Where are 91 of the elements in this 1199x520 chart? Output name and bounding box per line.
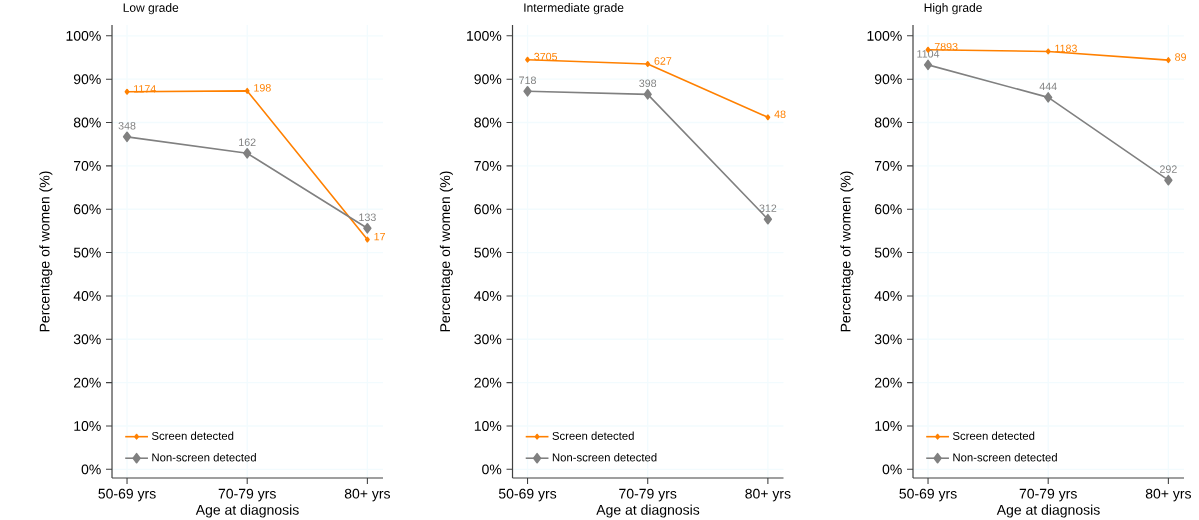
y-tick-label: 40% — [73, 290, 101, 301]
y-tick-label: 40% — [474, 290, 502, 301]
chart-title: Low grade — [123, 3, 179, 15]
y-tick-label: 30% — [474, 334, 502, 345]
y-tick-label: 90% — [474, 74, 502, 85]
point — [645, 61, 651, 68]
point — [363, 222, 372, 234]
annotation: 627 — [654, 57, 672, 65]
point — [1044, 92, 1053, 103]
y-axis-title: Percentage of women (%) — [840, 171, 854, 332]
y-tick-label: 0% — [482, 464, 502, 475]
y-tick-label: 10% — [474, 421, 502, 431]
y-tick-label: 50% — [874, 247, 902, 258]
y-tick-label: 10% — [875, 421, 902, 431]
y-tick-label: 90% — [874, 74, 902, 85]
y-tick-label: 100% — [867, 30, 902, 41]
y-tick-label: 100% — [467, 30, 502, 41]
y-tick-label: 50% — [73, 247, 101, 258]
point — [122, 131, 132, 143]
legend-label: Screen detected — [151, 431, 234, 440]
y-tick-label: 50% — [474, 247, 502, 258]
y-tick-label: 60% — [474, 204, 502, 215]
x-tick-label: 80+ yrs — [745, 488, 791, 502]
point — [525, 56, 530, 63]
x-tick-label: 80+ yrs — [344, 488, 390, 502]
point — [243, 148, 252, 159]
y-tick-label: 90% — [73, 74, 101, 85]
y-tick-label: 20% — [874, 377, 902, 388]
legend-label: Screen detected — [952, 431, 1035, 440]
y-tick-label: 80% — [73, 117, 101, 128]
point — [523, 86, 532, 97]
y-tick-label: 0% — [882, 464, 902, 475]
annotation: 718 — [519, 76, 536, 85]
annotation: 89 — [1175, 53, 1186, 61]
annotation: 444 — [1039, 82, 1057, 91]
y-tick-label: 0% — [81, 464, 101, 475]
y-tick-label: 20% — [73, 377, 101, 388]
y-tick-label: 70% — [874, 160, 902, 171]
point — [1045, 48, 1051, 55]
y-tick-label: 40% — [874, 290, 902, 301]
chart-title: Intermediate grade — [524, 3, 624, 15]
y-tick-label: 20% — [474, 377, 502, 388]
annotation: 3705 — [534, 52, 558, 61]
annotation: 162 — [239, 138, 256, 147]
point — [124, 88, 130, 95]
y-tick-label: 30% — [73, 334, 101, 345]
y-tick-label: 70% — [73, 160, 101, 171]
x-axis-title: Age at diagnosis — [996, 504, 1100, 518]
annotation: 7893 — [934, 42, 958, 51]
annotation: 1104 — [917, 50, 940, 58]
y-tick-label: 10% — [74, 421, 101, 431]
y-tick-label: 30% — [874, 334, 902, 345]
annotation: 1183 — [1055, 44, 1077, 53]
point — [364, 236, 370, 243]
y-tick-label: 60% — [73, 204, 101, 215]
annotation: 312 — [759, 204, 777, 212]
point — [244, 87, 250, 94]
y-tick-label: 100% — [66, 30, 101, 41]
legend-label: Non-screen detected — [953, 453, 1057, 462]
y-tick-label: 60% — [874, 204, 902, 215]
y-axis-title: Percentage of women (%) — [39, 171, 53, 332]
x-axis-title: Age at diagnosis — [596, 504, 700, 518]
y-tick-label: 70% — [474, 160, 502, 171]
annotation: 292 — [1160, 165, 1177, 173]
annotation: 198 — [254, 84, 271, 92]
x-tick-label: 50-69 yrs — [899, 488, 957, 502]
point — [643, 89, 652, 100]
point — [763, 213, 773, 225]
legend-label: Non-screen detected — [552, 453, 657, 462]
annotation: 48 — [774, 110, 786, 119]
y-axis-title: Percentage of women (%) — [439, 171, 453, 332]
point — [923, 59, 933, 71]
annotation: 133 — [359, 213, 376, 222]
x-tick-label: 70-79 yrs — [619, 488, 677, 502]
x-tick-label: 50-69 yrs — [98, 488, 156, 502]
point — [1164, 174, 1173, 186]
y-tick-label: 80% — [474, 117, 502, 128]
x-tick-label: 50-69 yrs — [498, 488, 557, 502]
y-tick-label: 80% — [874, 117, 902, 128]
point — [1165, 57, 1171, 64]
chart-title: High grade — [924, 3, 982, 15]
x-tick-label: 70-79 yrs — [218, 488, 276, 502]
annotation: 348 — [118, 122, 136, 130]
annotation: 398 — [639, 79, 657, 88]
legend-label: Non-screen detected — [152, 453, 256, 462]
x-tick-label: 70-79 yrs — [1019, 488, 1077, 502]
x-tick-label: 80+ yrs — [1145, 488, 1191, 502]
legend-label: Screen detected — [552, 431, 634, 440]
annotation: 17 — [374, 232, 385, 241]
point — [765, 114, 771, 121]
x-axis-title: Age at diagnosis — [195, 504, 299, 518]
